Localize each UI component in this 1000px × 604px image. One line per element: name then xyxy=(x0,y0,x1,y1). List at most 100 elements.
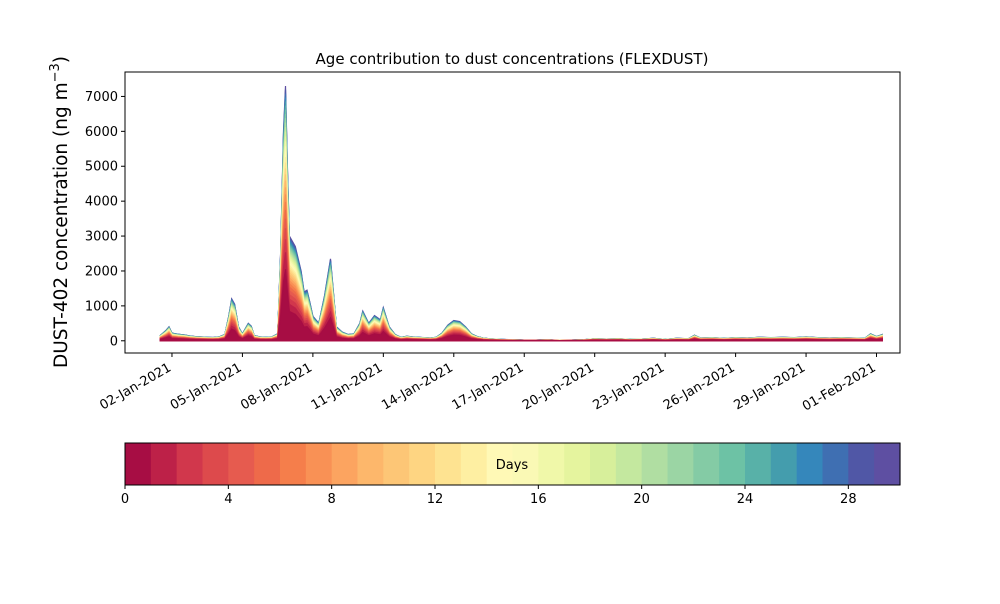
y-tick-label: 2000 xyxy=(85,264,118,279)
colorbar-segment-day-13 xyxy=(460,443,488,485)
age-layer-day-10 xyxy=(159,174,883,342)
colorbar-tick-label: 16 xyxy=(530,492,547,507)
y-axis: 0 1000 2000 3000 4000 5000 6000 7000 xyxy=(85,90,125,349)
colorbar-segment-day-18 xyxy=(590,443,617,485)
age-layer-day-6 xyxy=(159,201,883,342)
y-tick-label: 5000 xyxy=(85,160,118,175)
colorbar-segment-day-14 xyxy=(486,443,514,485)
colorbar-segment-day-27 xyxy=(822,443,849,485)
age-layer-day-21 xyxy=(159,118,883,342)
age-layer-day-2 xyxy=(159,239,883,342)
colorbar-segment-day-15 xyxy=(512,443,539,485)
stacked-area-layers xyxy=(159,85,883,342)
colorbar-segment-day-19 xyxy=(615,443,643,485)
age-layer-day-8 xyxy=(159,187,883,342)
colorbar-segment-day-21 xyxy=(667,443,694,485)
colorbar: Days 0 4 8 12 16 20 24 28 xyxy=(121,442,901,507)
colorbar-tick-label: 28 xyxy=(840,492,857,507)
y-tick-label: 1000 xyxy=(85,299,118,314)
colorbar-frame xyxy=(124,442,901,486)
age-layer-day-16 xyxy=(159,141,883,342)
age-layer-day-12 xyxy=(159,162,883,342)
colorbar-segment-day-7 xyxy=(305,443,333,485)
colorbar-segment-day-9 xyxy=(357,443,384,485)
age-layer-day-26 xyxy=(159,97,883,342)
chart-title: Age contribution to dust concentrations … xyxy=(316,50,709,68)
colorbar-segments xyxy=(125,443,901,485)
age-layer-day-17 xyxy=(159,136,883,342)
colorbar-tick-label: 4 xyxy=(224,492,232,507)
age-layer-day-11 xyxy=(159,168,883,342)
colorbar-segment-day-10 xyxy=(383,443,410,485)
colorbar-tick-label: 24 xyxy=(737,492,754,507)
colorbar-segment-day-25 xyxy=(770,443,798,485)
colorbar-tick-label: 12 xyxy=(427,492,444,507)
age-layer-day-19 xyxy=(159,127,883,342)
x-tick-label: 23-Jan-2021 xyxy=(591,360,668,413)
y-tick-label: 3000 xyxy=(85,230,118,245)
colorbar-segment-day-6 xyxy=(280,443,307,485)
y-axis-label-close: ) xyxy=(51,56,72,63)
age-layer-day-18 xyxy=(159,131,883,342)
colorbar-segment-day-1 xyxy=(150,443,178,485)
colorbar-segment-day-17 xyxy=(564,443,591,485)
y-tick-label: 7000 xyxy=(85,90,118,105)
colorbar-segment-day-4 xyxy=(228,443,255,485)
colorbar-segment-day-20 xyxy=(641,443,669,485)
colorbar-label: Days xyxy=(496,458,529,473)
age-layer-day-25 xyxy=(159,101,883,342)
age-layer-day-0 xyxy=(159,269,883,342)
colorbar-tick-label: 0 xyxy=(121,492,129,507)
y-axis-label-main: DUST-402 concentration (ng m xyxy=(51,82,72,368)
colorbar-segment-day-8 xyxy=(331,443,359,485)
age-layer-day-1 xyxy=(159,252,883,342)
x-tick-label: 05-Jan-2021 xyxy=(168,360,245,413)
y-axis-label: DUST-402 concentration (ng m−3) xyxy=(48,56,72,368)
age-layer-day-20 xyxy=(159,122,883,342)
colorbar-segment-day-3 xyxy=(202,443,229,485)
colorbar-segment-day-22 xyxy=(693,443,720,485)
colorbar-tick-label: 20 xyxy=(633,492,650,507)
x-tick-label: 17-Jan-2021 xyxy=(450,360,527,413)
colorbar-segment-day-29 xyxy=(874,443,901,485)
age-layer-day-22 xyxy=(159,113,883,342)
colorbar-segment-day-2 xyxy=(176,443,204,485)
age-layer-day-28 xyxy=(159,89,883,342)
x-tick-label: 14-Jan-2021 xyxy=(379,360,456,413)
x-tick-label: 29-Jan-2021 xyxy=(731,360,808,413)
y-axis-label-exponent: −3 xyxy=(48,63,63,82)
age-layer-day-3 xyxy=(159,228,883,342)
colorbar-axis: 0 4 8 12 16 20 24 28 xyxy=(121,485,857,507)
age-layer-day-4 xyxy=(159,218,883,342)
colorbar-segment-day-23 xyxy=(719,443,746,485)
x-axis: 02-Jan-202105-Jan-202108-Jan-202111-Jan-… xyxy=(97,353,879,414)
x-tick-label: 08-Jan-2021 xyxy=(238,360,315,413)
age-layer-day-9 xyxy=(159,180,883,342)
age-layer-day-14 xyxy=(159,151,883,342)
x-tick-label: 02-Jan-2021 xyxy=(97,360,174,413)
y-tick-label: 6000 xyxy=(85,125,118,140)
y-tick-label: 0 xyxy=(110,334,118,349)
age-layer-day-7 xyxy=(159,194,883,342)
x-tick-label: 26-Jan-2021 xyxy=(661,360,738,413)
age-layer-day-13 xyxy=(159,156,883,342)
age-layer-day-15 xyxy=(159,146,883,342)
colorbar-segment-day-0 xyxy=(125,443,152,485)
colorbar-segment-day-16 xyxy=(538,443,565,485)
y-tick-label: 4000 xyxy=(85,195,118,210)
colorbar-tick-label: 8 xyxy=(328,492,336,507)
age-layer-day-5 xyxy=(159,209,883,342)
colorbar-segment-day-12 xyxy=(435,443,462,485)
x-tick-label: 20-Jan-2021 xyxy=(520,360,597,413)
colorbar-segment-day-5 xyxy=(254,443,281,485)
x-tick-label: 11-Jan-2021 xyxy=(309,360,386,413)
colorbar-segment-day-11 xyxy=(409,443,436,485)
colorbar-segment-day-24 xyxy=(745,443,772,485)
plot-frame xyxy=(124,71,901,354)
age-layer-day-29 xyxy=(159,85,883,342)
colorbar-segment-day-26 xyxy=(796,443,824,485)
age-layer-day-27 xyxy=(159,93,883,342)
x-tick-label: 01-Feb-2021 xyxy=(800,360,879,414)
